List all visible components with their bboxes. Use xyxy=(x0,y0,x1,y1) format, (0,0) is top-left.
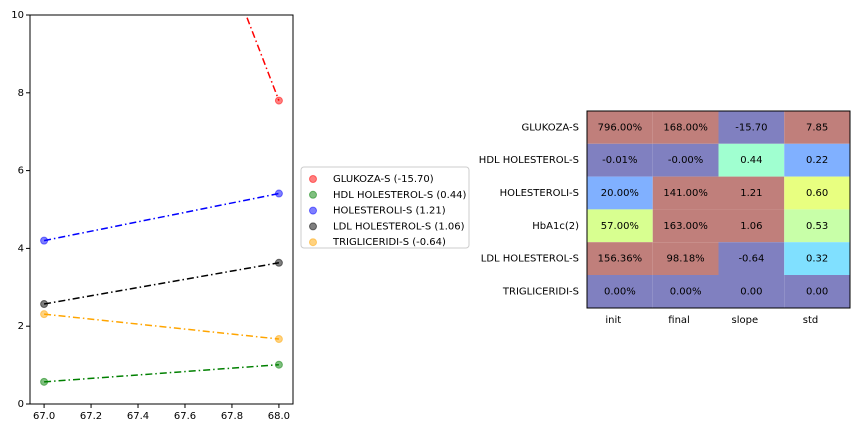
x-tick-label: 67.6 xyxy=(174,411,196,422)
point xyxy=(274,96,283,105)
table-cell xyxy=(718,275,785,308)
table-cell xyxy=(718,176,785,210)
cell-text: 1.21 xyxy=(740,188,762,199)
y-tick-label: 10 xyxy=(11,10,24,21)
cell-text: 141.00% xyxy=(663,188,708,199)
cell-text: 7.85 xyxy=(806,122,828,133)
y-tick-label: 8 xyxy=(18,88,24,99)
cell-text: -0.00% xyxy=(668,155,703,166)
cell-text: 57.00% xyxy=(601,221,639,232)
row-label: HDL HOLESTEROL-S xyxy=(479,155,579,166)
cell-text: -0.01% xyxy=(602,155,637,166)
y-tick-label: 6 xyxy=(18,166,24,177)
table-cell xyxy=(784,176,850,210)
cell-text: 0.00 xyxy=(740,286,762,297)
cell-text: 0.22 xyxy=(806,155,828,166)
plot-frame xyxy=(29,14,294,405)
table-cell xyxy=(652,111,719,144)
table-cell xyxy=(784,143,850,177)
cell-text: -15.70 xyxy=(735,122,767,133)
point xyxy=(274,360,283,369)
x-tick-label: 67.8 xyxy=(221,411,243,422)
cell-text: 796.00% xyxy=(598,122,643,133)
table-cell xyxy=(587,242,653,275)
table-cell xyxy=(784,209,850,243)
row-label: HbA1c(2) xyxy=(532,221,579,232)
x-tick-label: 67.2 xyxy=(80,411,102,422)
cell-text: 0.00% xyxy=(670,286,702,297)
point xyxy=(40,236,49,245)
cell-text: 0.60 xyxy=(806,188,828,199)
table-cell xyxy=(784,111,850,144)
legend-label: HDL HOLESTEROL-S (0.44) xyxy=(333,190,467,201)
legend-marker xyxy=(309,190,317,199)
cell-text: 0.00 xyxy=(806,286,828,297)
table-cell xyxy=(652,242,719,275)
point xyxy=(274,189,283,198)
x-tick-label: 67.4 xyxy=(127,411,149,422)
legend-marker xyxy=(309,222,317,231)
x-tick-label: 67.0 xyxy=(33,411,55,422)
legend-label: TRIGLICERIDI-S (-0.64) xyxy=(332,237,446,248)
table-cell xyxy=(718,143,785,177)
legend-label: HOLESTEROLI-S (1.21) xyxy=(333,206,446,217)
point xyxy=(40,310,49,319)
table-frame xyxy=(586,110,851,309)
series-line xyxy=(44,313,279,340)
legend-label: LDL HOLESTEROL-S (1.06) xyxy=(333,221,465,232)
cell-text: 0.00% xyxy=(604,286,636,297)
legend-marker xyxy=(309,238,317,247)
y-tick-label: 4 xyxy=(18,243,24,254)
cell-text: 163.00% xyxy=(663,221,708,232)
cell-text: 0.44 xyxy=(740,155,762,166)
table-cell xyxy=(784,275,850,308)
cell-text: 1.06 xyxy=(740,221,762,232)
cell-text: 98.18% xyxy=(667,254,705,265)
row-label: TRIGLICERIDI-S xyxy=(502,286,579,297)
point xyxy=(40,300,49,309)
legend-marker xyxy=(309,175,317,183)
row-label: HOLESTEROLI-S xyxy=(500,188,579,199)
table-cell xyxy=(784,242,850,275)
row-label: LDL HOLESTEROL-S xyxy=(481,254,579,265)
table-cell xyxy=(587,209,653,243)
cell-text: 168.00% xyxy=(663,122,708,133)
series-line xyxy=(44,363,279,383)
legend-box xyxy=(300,166,470,249)
y-tick-label: 0 xyxy=(18,399,24,410)
table-cell xyxy=(718,242,785,275)
row-label: GLUKOZA-S xyxy=(522,122,579,133)
column-label: final xyxy=(668,315,690,326)
table-cell xyxy=(587,176,653,210)
cell-text: 20.00% xyxy=(601,188,639,199)
series-line xyxy=(43,192,280,242)
column-label: slope xyxy=(731,315,758,326)
cell-text: 0.53 xyxy=(806,221,828,232)
table-cell xyxy=(652,275,719,308)
point xyxy=(40,377,49,386)
plot-area xyxy=(40,15,283,386)
table-cell xyxy=(718,209,785,243)
series-line xyxy=(43,262,280,305)
column-label: init xyxy=(605,315,621,326)
table-cell xyxy=(587,275,653,308)
column-label: std xyxy=(803,315,818,326)
x-tick-label: 68.0 xyxy=(268,411,290,422)
legend-label: GLUKOZA-S (-15.70) xyxy=(333,174,434,185)
point xyxy=(274,258,283,267)
table-cell xyxy=(718,111,785,144)
table-cell xyxy=(652,209,719,243)
y-tick-label: 2 xyxy=(18,321,24,332)
cell-text: -0.64 xyxy=(738,254,764,265)
cell-text: 156.36% xyxy=(598,254,643,265)
table-cell xyxy=(652,143,719,177)
cell-text: 0.32 xyxy=(806,254,828,265)
point xyxy=(274,335,283,344)
legend-marker xyxy=(309,206,317,215)
table-cell xyxy=(587,143,653,177)
table-cell xyxy=(587,111,653,144)
table-cell xyxy=(652,176,719,210)
